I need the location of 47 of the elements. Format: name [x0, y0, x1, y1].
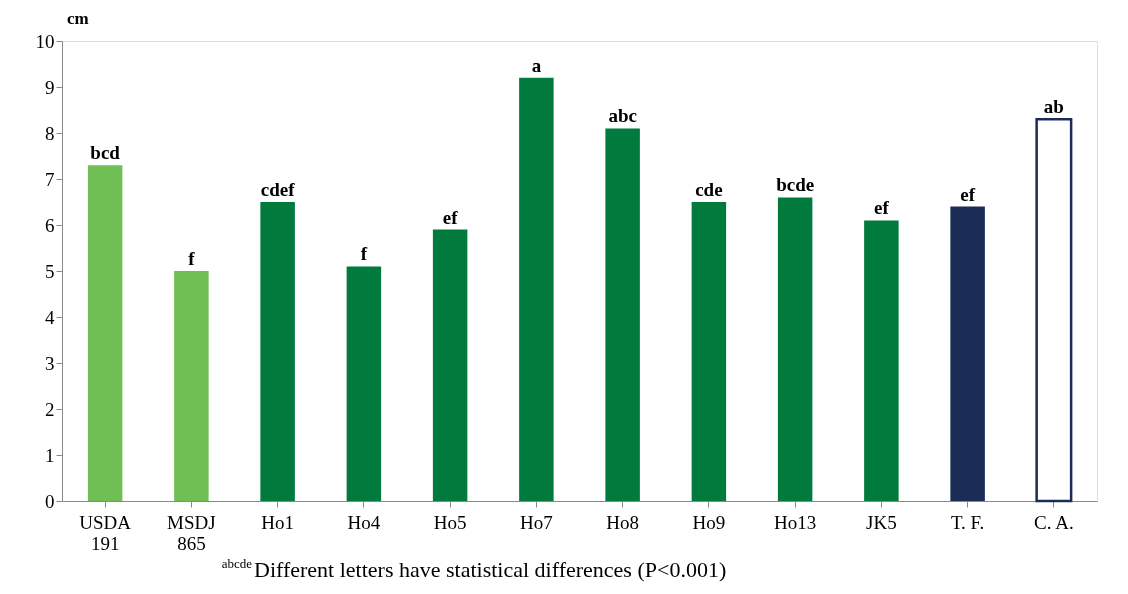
data-label: cdef [260, 179, 296, 200]
y-tick-label: 5 [45, 260, 55, 282]
x-tick-label: T. F. [950, 511, 985, 533]
bar [691, 202, 727, 501]
x-tick-label: Ho4 [347, 511, 381, 533]
y-tick-label: 1 [45, 444, 55, 466]
y-tick-label: 4 [45, 306, 55, 328]
bar [519, 77, 554, 501]
bar [174, 271, 209, 501]
x-tick-label: Ho7 [520, 511, 553, 533]
bar [260, 202, 295, 501]
bar [605, 128, 640, 501]
data-label: f [360, 243, 368, 265]
data-label: f [188, 248, 196, 269]
data-label: ab [1043, 96, 1064, 118]
y-tick-label: 3 [45, 352, 55, 374]
data-label: ef [960, 183, 976, 205]
data-label: bcd [90, 142, 121, 164]
y-tick-label: 10 [35, 30, 55, 52]
x-tick-label: JK5 [866, 511, 897, 533]
y-tick-label: 7 [45, 168, 55, 190]
y-tick-label: 9 [45, 76, 55, 98]
x-tick-label: Ho8 [606, 511, 639, 533]
data-label: a [531, 54, 542, 76]
y-tick-label: 2 [45, 398, 55, 420]
x-tick-label: C. A. [1034, 511, 1074, 533]
bar [777, 197, 813, 501]
y-tick-label: 8 [45, 122, 55, 144]
y-tick-label: 6 [45, 214, 55, 236]
data-label: abc [608, 105, 637, 127]
bar [950, 206, 985, 501]
x-tick-label: Ho13 [774, 511, 817, 533]
data-label: bcde [776, 174, 815, 196]
bar [432, 229, 468, 501]
data-label: ef [873, 197, 890, 219]
data-label: ef [442, 206, 459, 228]
x-tick-label: Ho5 [433, 511, 467, 533]
bar [864, 220, 899, 501]
x-tick-label: USDA 191 [79, 511, 132, 554]
x-tick-label: MSDJ 865 [167, 511, 216, 554]
y-tick-label: 0 [45, 490, 55, 512]
bar [87, 165, 123, 501]
bar [346, 266, 382, 501]
data-label: cde [695, 179, 723, 200]
x-tick-label: Ho9 [692, 511, 726, 533]
x-tick-label: Ho1 [261, 511, 294, 533]
y-axis-title: cm [67, 9, 89, 28]
